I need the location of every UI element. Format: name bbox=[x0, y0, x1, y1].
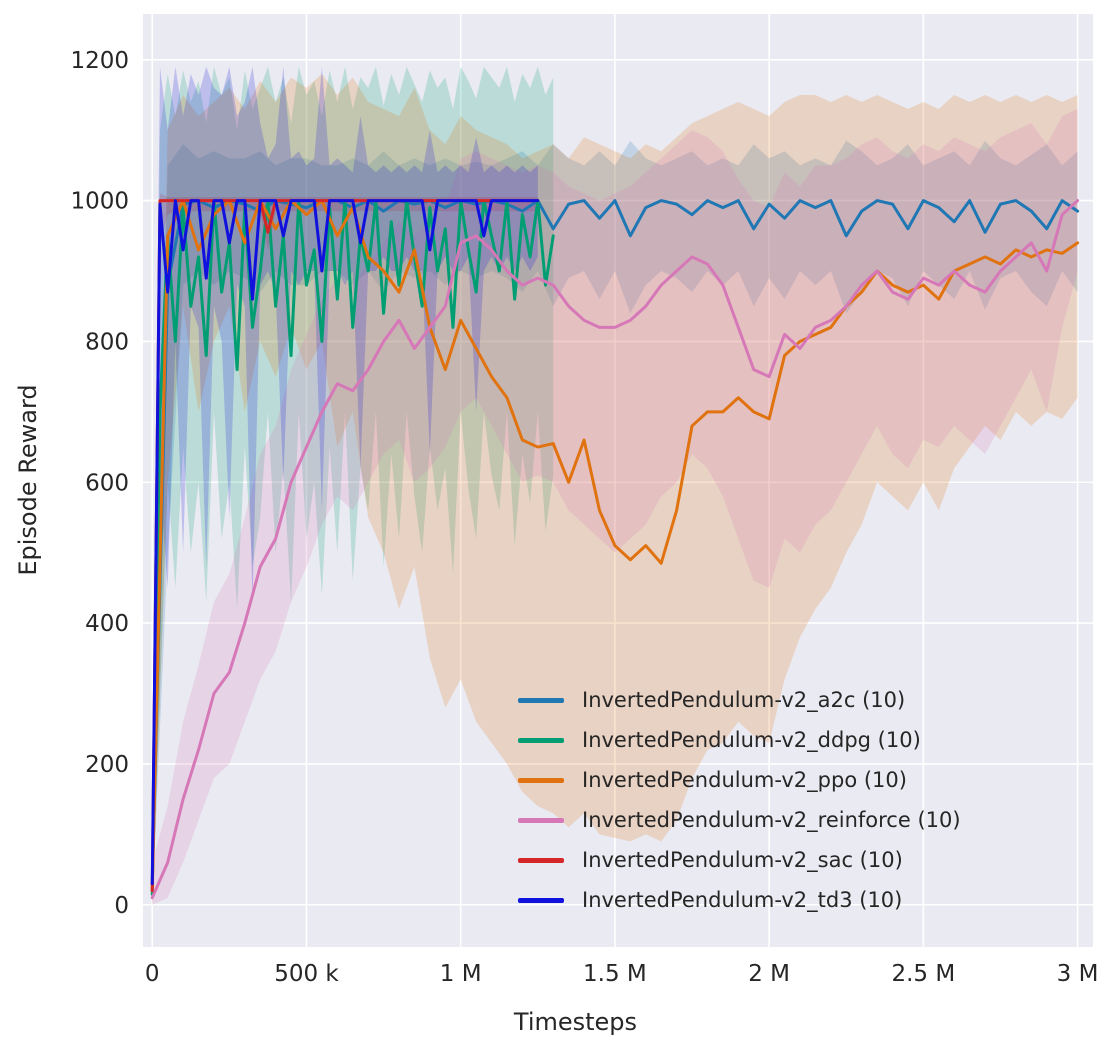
legend-swatch bbox=[518, 857, 564, 863]
series-line bbox=[150, 199, 1080, 900]
x-tick-label: 2 M bbox=[748, 961, 790, 987]
legend-item: InvertedPendulum-v2_ppo (10) bbox=[518, 768, 961, 792]
legend: InvertedPendulum-v2_a2c (10) InvertedPend… bbox=[518, 688, 961, 912]
legend-swatch bbox=[518, 897, 564, 903]
legend-swatch bbox=[518, 817, 564, 823]
plot-background bbox=[143, 14, 1093, 947]
legend-swatch bbox=[518, 777, 564, 783]
y-tick-label: 1000 bbox=[70, 189, 129, 215]
legend-item-label: InvertedPendulum-v2_reinforce (10) bbox=[582, 808, 961, 832]
legend-item: InvertedPendulum-v2_td3 (10) bbox=[518, 888, 961, 912]
legend-swatch bbox=[518, 737, 564, 743]
y-tick-label: 800 bbox=[85, 329, 129, 355]
x-axis-label: Timesteps bbox=[513, 1008, 638, 1036]
x-tick-label: 1.5 M bbox=[583, 961, 647, 987]
legend-item: InvertedPendulum-v2_sac (10) bbox=[518, 848, 961, 872]
y-axis-label: Episode Reward bbox=[14, 384, 42, 576]
series-line bbox=[150, 199, 1080, 886]
y-tick-label: 0 bbox=[114, 893, 129, 919]
legend-item-label: InvertedPendulum-v2_ddpg (10) bbox=[582, 728, 921, 752]
series-line bbox=[150, 199, 540, 886]
x-tick-label: 0 bbox=[145, 961, 160, 987]
x-tick-label: 3 M bbox=[1057, 961, 1099, 987]
legend-item-label: InvertedPendulum-v2_ppo (10) bbox=[582, 768, 907, 792]
x-tick-label: 2.5 M bbox=[891, 961, 955, 987]
legend-item: InvertedPendulum-v2_reinforce (10) bbox=[518, 808, 961, 832]
series-band bbox=[152, 73, 1078, 905]
x-tick-label: 500 k bbox=[274, 961, 339, 987]
legend-item-label: InvertedPendulum-v2_td3 (10) bbox=[582, 888, 903, 912]
series-line bbox=[150, 199, 1080, 893]
y-tick-label: 1200 bbox=[70, 48, 129, 74]
y-tick-label: 200 bbox=[85, 752, 129, 778]
y-tick-label: 400 bbox=[85, 611, 129, 637]
legend-swatch bbox=[518, 697, 564, 703]
legend-item-label: InvertedPendulum-v2_a2c (10) bbox=[582, 688, 906, 712]
legend-item: InvertedPendulum-v2_a2c (10) bbox=[518, 688, 961, 712]
legend-item: InvertedPendulum-v2_ddpg (10) bbox=[518, 728, 961, 752]
y-tick-label: 600 bbox=[85, 470, 129, 496]
x-tick-label: 1 M bbox=[440, 961, 482, 987]
series-line bbox=[150, 199, 555, 896]
legend-item-label: InvertedPendulum-v2_sac (10) bbox=[582, 848, 903, 872]
